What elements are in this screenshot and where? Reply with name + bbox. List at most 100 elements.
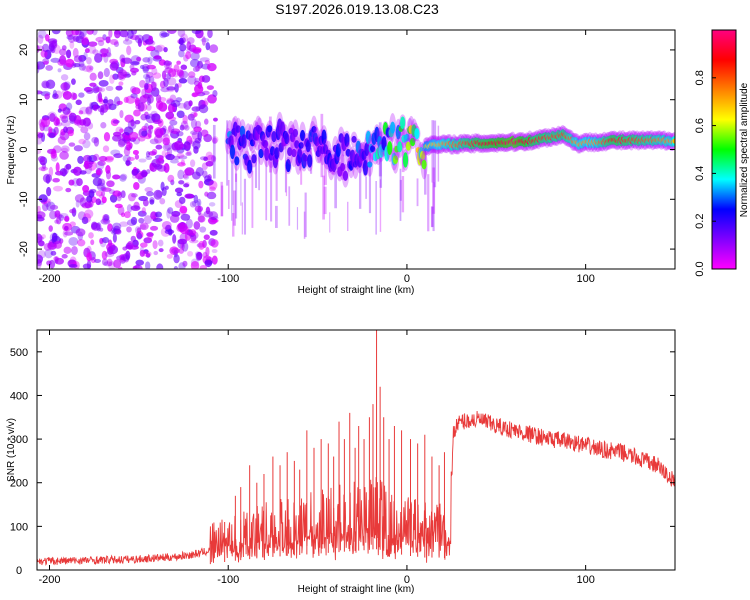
spectrogram-ridge: [232, 121, 238, 137]
spectrogram-speckle: [211, 249, 218, 254]
spectrogram-speckle: [101, 196, 107, 204]
spectrogram-speckle: [206, 85, 214, 90]
spectrogram-speckle: [144, 83, 149, 90]
spectrogram-speckle: [59, 150, 69, 160]
spectrogram-speckle: [46, 186, 52, 197]
spectrogram-speckle: [207, 30, 213, 39]
spectrogram-y-tick-label: 0: [18, 146, 30, 152]
spectrogram-speckle: [139, 222, 149, 231]
spectrogram-x-tick-label: 100: [576, 273, 594, 285]
snr-x-tick-label: -100: [217, 574, 239, 586]
spectrogram-speckle: [128, 131, 139, 140]
spectrogram-speckle: [126, 226, 132, 233]
spectrogram-speckle: [167, 125, 172, 134]
spectrogram-speckle: [77, 239, 86, 247]
spectrogram-speckle: [186, 150, 192, 156]
spectrogram-speckle: [37, 63, 40, 70]
spectrogram-speckle: [205, 42, 211, 51]
snr-y-tick-label: 0: [16, 565, 22, 577]
snr-y-tick-label: 300: [10, 434, 28, 446]
spectrogram-speckle: [60, 82, 71, 91]
spectrogram-speckle: [76, 178, 83, 187]
spectrogram-speckle: [152, 240, 158, 250]
spectrogram-speckle: [142, 73, 150, 80]
spectrogram-speckle: [193, 194, 199, 204]
spectrogram-speckle: [48, 132, 56, 139]
spectrogram-speckle: [165, 153, 175, 161]
snr-marks: [37, 330, 675, 566]
spectrogram-speckle: [171, 247, 180, 254]
spectrogram-speckle: [108, 30, 113, 38]
spectrogram-speckle: [102, 215, 110, 224]
spectrogram-speckle: [180, 64, 188, 70]
spectrogram-speckle: [84, 201, 92, 209]
spectrogram-speckle: [37, 259, 42, 269]
spectrogram-speckle: [119, 221, 129, 227]
spectrogram-speckle: [178, 49, 185, 58]
spectrogram-speckle: [101, 250, 108, 260]
spectrogram-speckle: [112, 174, 121, 180]
spectrogram-speckle: [77, 155, 84, 164]
spectrogram-speckle: [91, 30, 98, 36]
spectrogram-speckle: [190, 118, 198, 129]
spectrogram-speckle: [101, 187, 112, 192]
spectrogram-speckle: [108, 189, 116, 195]
spectrogram-speckle: [50, 250, 57, 256]
spectrogram-speckle: [201, 162, 208, 171]
spectrogram-speckle: [102, 98, 108, 104]
spectrogram-speckle: [191, 106, 201, 112]
spectrogram-speckle: [92, 104, 98, 112]
spectrogram-speckle: [113, 259, 122, 269]
spectrogram-speckle: [75, 30, 82, 36]
spectrogram-speckle: [118, 81, 124, 86]
snr-y-tick-label: 200: [10, 478, 28, 490]
spectrogram-speckle: [119, 174, 127, 182]
spectrogram-speckle: [141, 125, 148, 131]
spectrogram-speckle: [58, 214, 65, 221]
spectrogram-speckle: [176, 152, 185, 159]
spectrogram-ridge: [400, 116, 406, 130]
spectrogram-speckle: [203, 234, 210, 241]
spectrogram-speckle: [99, 107, 105, 116]
spectrogram-speckle: [37, 148, 42, 155]
colorbar-tick-label: 0.2: [694, 214, 706, 229]
spectrogram-speckle: [100, 218, 111, 225]
spectrogram-speckle: [162, 143, 171, 152]
spectrogram-speckle: [107, 246, 114, 255]
snr-x-tick-label: -200: [38, 574, 60, 586]
spectrogram-speckle: [208, 202, 216, 207]
spectrogram-speckle: [97, 40, 105, 47]
spectrogram-speckle: [83, 132, 91, 141]
spectrogram-speckle: [82, 185, 90, 193]
spectrogram-speckle: [37, 61, 46, 70]
spectrogram-ridge: [302, 154, 309, 162]
spectrogram-speckle: [114, 30, 121, 39]
spectrogram-speckle: [103, 132, 111, 142]
spectrogram-speckle: [157, 239, 164, 247]
spectrogram-speckle: [82, 139, 91, 149]
spectrogram-speckle: [145, 151, 150, 158]
spectrogram-speckle: [60, 145, 70, 153]
spectrogram-speckle: [209, 186, 216, 192]
spectrogram-speckle: [152, 72, 162, 79]
spectrogram-speckle: [127, 30, 134, 39]
spectrogram-speckle: [193, 126, 202, 133]
spectrogram-speckle: [146, 169, 151, 174]
spectrogram-speckle: [206, 63, 217, 72]
spectrogram-speckle: [130, 205, 141, 211]
spectrogram-speckle: [206, 191, 217, 200]
spectrogram-speckle: [139, 242, 148, 248]
spectrogram-speckle: [48, 225, 53, 232]
spectrogram-marks: [37, 30, 675, 269]
spectrogram-speckle: [177, 162, 186, 167]
spectrogram-speckle: [102, 145, 110, 153]
spectrogram-speckle: [45, 174, 51, 184]
spectrogram-speckle: [62, 222, 73, 232]
spectrogram-ridge: [259, 131, 266, 142]
spectrogram-speckle: [59, 130, 70, 141]
spectrogram-speckle: [199, 265, 208, 269]
spectrogram-speckle: [186, 41, 192, 51]
spectrogram-speckle: [154, 128, 163, 139]
spectrogram-speckle: [160, 32, 170, 38]
spectrogram-speckle: [85, 64, 94, 73]
